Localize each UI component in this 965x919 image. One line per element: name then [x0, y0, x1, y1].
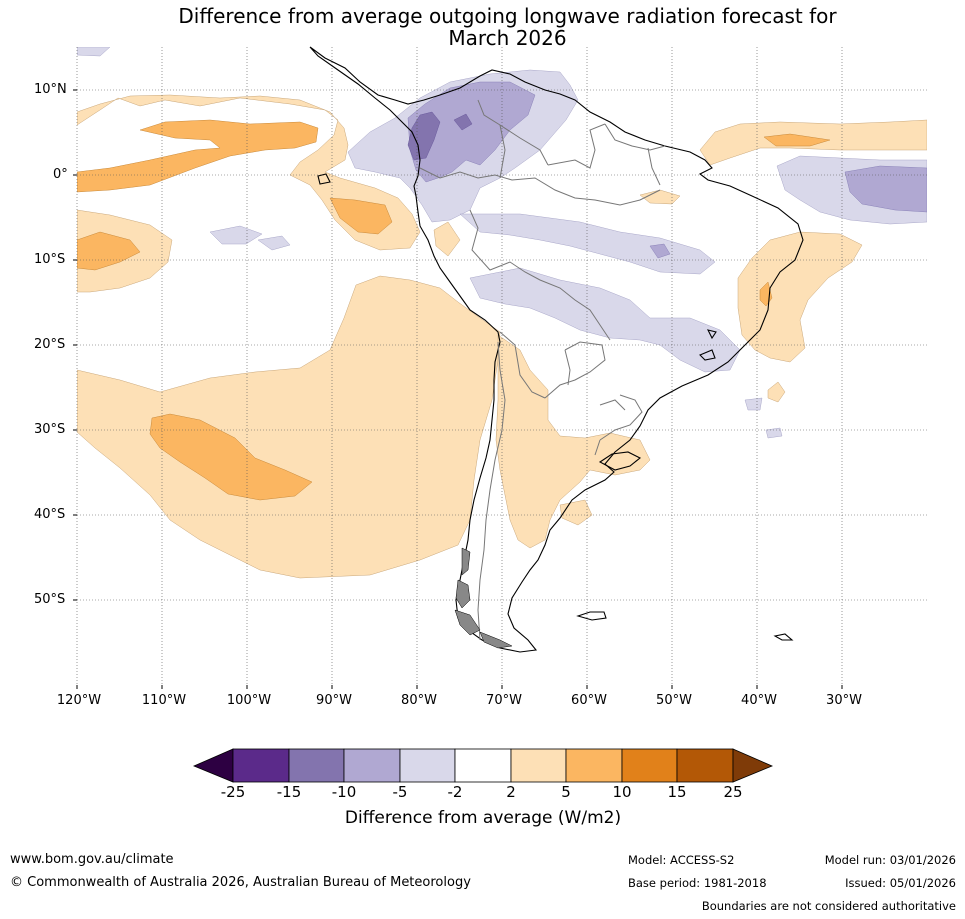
anomaly-minus-10-to-minus-15-regions: [407, 111, 473, 161]
map-panel: [73, 46, 927, 689]
colorbar-tick-label: -2: [447, 783, 463, 801]
map-title-line-2: March 2026: [448, 26, 567, 50]
colorbar-tick-label: 2: [506, 783, 516, 801]
colorbar-bin-1: [232, 748, 290, 783]
colorbar-bin-2: [288, 748, 345, 783]
lon-label-60w: 60°W: [571, 693, 607, 708]
colorbar-tick-label: 10: [612, 783, 632, 801]
lon-label-40w: 40°W: [741, 693, 777, 708]
lat-label-10n: 10°N: [34, 82, 67, 97]
lat-label-40s: 40°S: [34, 507, 66, 522]
footer-model-run: Model run: 03/01/2026: [824, 853, 956, 867]
colorbar-tick-label: 25: [723, 783, 743, 801]
coastline: [309, 46, 804, 653]
lat-label-0: 0°: [53, 167, 68, 182]
colorbar-bin-7: [565, 748, 623, 783]
footer-issued: Issued: 05/01/2026: [845, 876, 956, 890]
colorbar-title: Difference from average (W/m2): [344, 808, 622, 828]
footer-website: www.bom.gov.au/climate: [10, 852, 174, 867]
colorbar-tick-label: 5: [561, 783, 571, 801]
colorbar-tick-label: -15: [276, 783, 302, 801]
lon-label-90w: 90°W: [316, 693, 352, 708]
lon-label-50w: 50°W: [656, 693, 692, 708]
colorbar-bin-6: [510, 748, 567, 783]
anomaly-2-to-5-regions: [77, 94, 927, 579]
lat-label-10s: 10°S: [34, 252, 66, 267]
lon-label-120w: 120°W: [56, 693, 102, 708]
colorbar-bin-5: [454, 748, 512, 783]
colorbar-above-triangle: [732, 748, 774, 783]
colorbar-bin-3: [343, 748, 401, 783]
anomaly-field: [77, 47, 927, 579]
graticule: [76, 47, 927, 685]
anomaly-minus-5-to-minus-10-regions: [407, 81, 927, 259]
footer-disclaimer: Boundaries are not considered authoritat…: [701, 899, 956, 913]
footer-model: Model: ACCESS-S2: [628, 853, 735, 867]
footer-copyright: © Commonwealth of Australia 2026, Austra…: [10, 875, 471, 890]
colorbar-tick-label: -10: [331, 783, 357, 801]
lon-label-30w: 30°W: [826, 693, 862, 708]
lat-label-30s: 30°S: [34, 422, 66, 437]
colorbar-tick-label: -25: [220, 783, 246, 801]
lon-label-100w: 100°W: [226, 693, 272, 708]
map-title-line-1: Difference from average outgoing longwav…: [178, 4, 837, 28]
colorbar-tick-label: 15: [667, 783, 687, 801]
axis-ticks: [73, 89, 843, 689]
lon-label-80w: 80°W: [401, 693, 437, 708]
lat-label-50s: 50°S: [34, 592, 66, 607]
footer-base-period: Base period: 1981-2018: [628, 876, 767, 890]
lon-label-110w: 110°W: [141, 693, 187, 708]
colorbar-tick-label: -5: [392, 783, 408, 801]
southern-archipelago: [454, 547, 513, 649]
colorbar-below-triangle: [192, 748, 234, 783]
colorbar-bin-9: [676, 748, 734, 783]
colorbar-bin-4: [399, 748, 456, 783]
lat-label-20s: 20°S: [34, 337, 66, 352]
colorbar-bin-8: [621, 748, 678, 783]
national-boundaries: [419, 99, 666, 641]
lon-label-70w: 70°W: [486, 693, 522, 708]
